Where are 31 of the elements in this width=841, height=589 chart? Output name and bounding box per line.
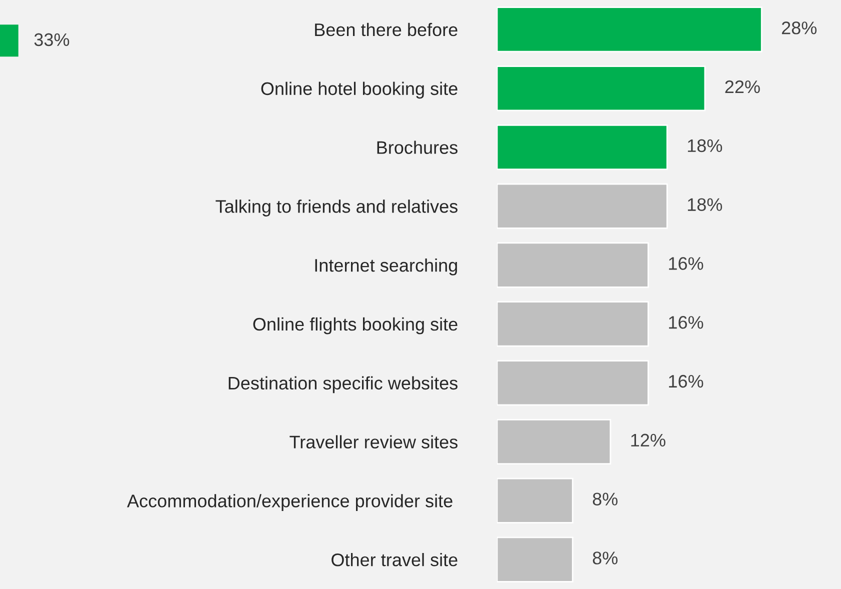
data-label: 22% [725, 80, 760, 94]
bar [497, 418, 612, 465]
bar [497, 183, 668, 229]
y-tick-label: Been there before [315, 22, 458, 36]
data-label: 8% [592, 492, 618, 506]
y-tick-label: Online flights booking site [253, 317, 458, 334]
data-label: 16% [669, 374, 704, 388]
data-label: 8% [592, 552, 618, 564]
data-label: 16% [669, 257, 704, 270]
y-tick-label: Traveller review sites [290, 435, 458, 448]
y-tick-label: Brochures [377, 140, 458, 154]
bar [497, 242, 649, 288]
bar [497, 124, 668, 170]
y-tick-label: Accommodation/experience provider site [127, 494, 452, 511]
data-label: 16% [669, 316, 704, 329]
y-tick-label: Talking to friends and relatives [216, 200, 458, 216]
y-tick-label: Internet searching [315, 258, 457, 276]
data-label: 12% [631, 434, 666, 447]
bar [497, 478, 574, 524]
bar [497, 6, 762, 52]
data-label: 28% [782, 22, 817, 34]
data-label: 18% [688, 198, 722, 211]
y-tick-label: Online hotel booking site [261, 82, 458, 99]
y-tick-label: Destination specific websites [228, 376, 458, 394]
bar [497, 360, 649, 406]
bar [497, 66, 706, 112]
data-label: 18% [688, 139, 722, 152]
y-tick-label: Other travel site [332, 553, 458, 566]
text: 33% [34, 33, 70, 46]
bar [497, 301, 649, 347]
bar [497, 536, 574, 582]
